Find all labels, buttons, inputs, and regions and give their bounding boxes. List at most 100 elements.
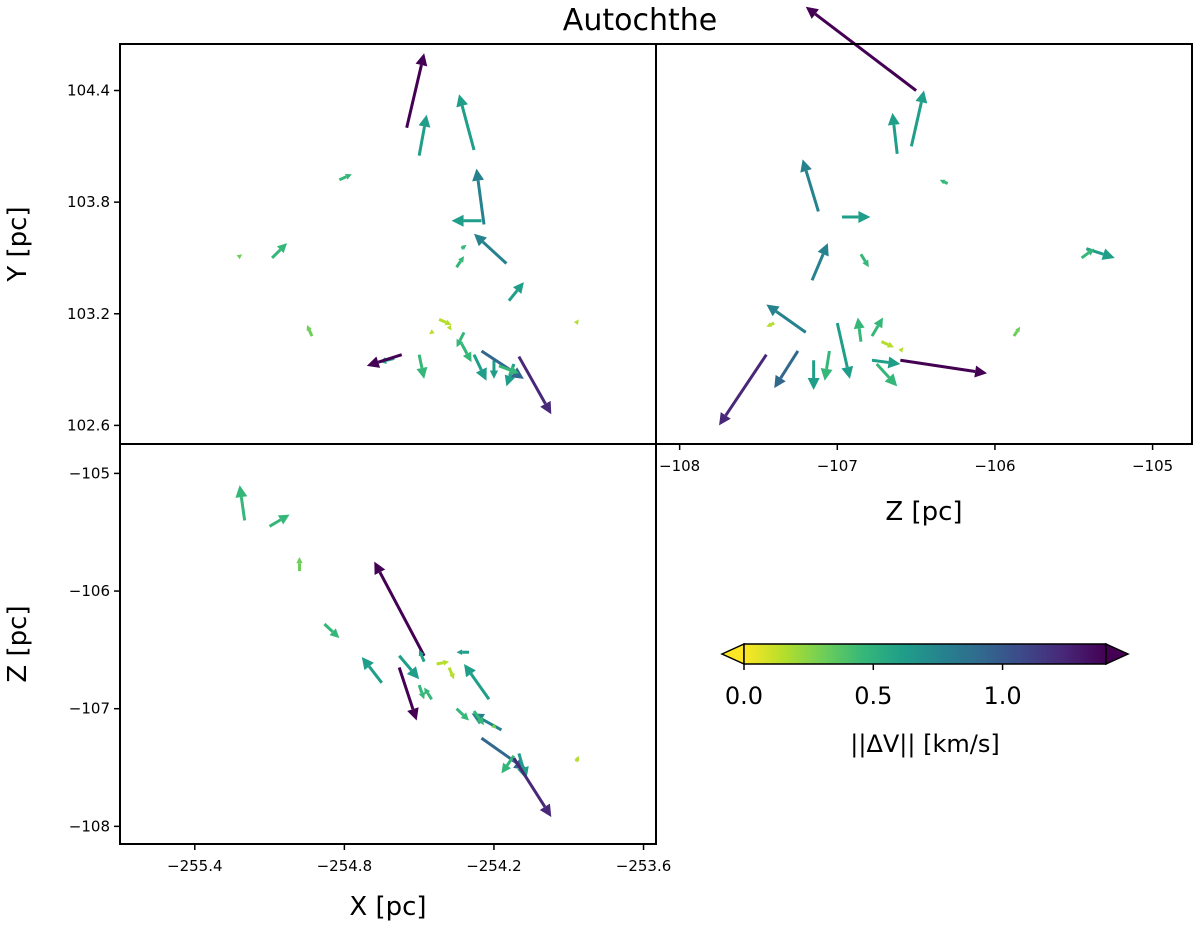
ytick-label-xy-3: 104.4 — [67, 82, 110, 100]
xtick-label-xz-1: −254.8 — [317, 857, 373, 875]
ytick-label-xz-2: −107 — [69, 700, 110, 718]
arrow-zy-13 — [853, 317, 865, 342]
arrow-zy-12 — [870, 317, 884, 337]
arrow-zy-7 — [859, 253, 869, 268]
arrow-xy-15 — [446, 324, 452, 331]
arrow-xy-22 — [517, 355, 552, 415]
arrow-xz-9 — [464, 664, 491, 701]
arrow-xz-4 — [374, 561, 426, 657]
colorbar-ticks: 0.0 0.5 1.0 — [725, 664, 1022, 710]
arrow-zy-0 — [805, 6, 918, 92]
arrow-xy-4 — [451, 214, 482, 227]
arrow-xy-7 — [338, 173, 352, 182]
arrow-zy-5 — [842, 211, 871, 224]
xtick-label-zy-3: −105 — [1132, 457, 1173, 475]
ticks-xy: 102.6 103.2 103.8 104.4 — [67, 82, 120, 434]
arrow-xz-14 — [397, 667, 419, 721]
arrow-xy-13 — [456, 331, 466, 348]
xtick-label-zy-1: −107 — [817, 457, 858, 475]
chart-title: Autochthe — [563, 3, 717, 38]
colorbar-gradient — [743, 643, 1107, 665]
arrow-zy-18 — [835, 322, 854, 379]
arrows-zy — [719, 6, 1115, 426]
arrow-xz-23 — [574, 755, 580, 763]
arrow-xy-0 — [405, 53, 428, 129]
colorbar: 0.0 0.5 1.0 ||ΔV|| [km/s] — [720, 642, 1130, 758]
arrow-zy-10 — [766, 304, 807, 334]
arrow-zy-14 — [880, 340, 895, 348]
frame-xy — [119, 43, 657, 445]
arrow-xy-2 — [456, 94, 476, 151]
arrow-xy-3 — [472, 168, 486, 225]
panel-xy: 102.6 103.2 103.8 104.4 — [67, 43, 657, 445]
arrow-zy-19 — [807, 360, 820, 391]
arrow-xy-19 — [480, 349, 524, 379]
arrow-zy-23 — [875, 362, 898, 387]
arrow-xy-1 — [417, 114, 431, 156]
arrow-xz-21 — [512, 757, 552, 817]
arrow-xz-11 — [417, 684, 426, 700]
arrow-zy-2 — [887, 112, 900, 154]
frame-zy — [655, 43, 1193, 445]
colorbar-tick-label-0: 0.0 — [725, 682, 763, 710]
ytick-label-xz-3: −108 — [69, 817, 110, 835]
ticks-xz: −255.4 −254.8 −254.2 −253.6 −105 −106 −107 −108 — [69, 464, 671, 875]
arrow-zy-24 — [900, 358, 988, 378]
arrow-zy-21 — [719, 353, 768, 426]
arrow-zy-9 — [1080, 248, 1095, 260]
arrow-xy-8 — [271, 243, 288, 260]
arrows-xy — [236, 53, 579, 415]
arrow-xz-8 — [456, 649, 470, 656]
xtick-label-xz-3: −253.6 — [616, 857, 672, 875]
arrow-zy-20 — [774, 350, 800, 389]
arrow-xz-15 — [361, 656, 383, 684]
ytick-label-xy-1: 103.2 — [67, 305, 110, 323]
arrow-zy-22 — [871, 356, 901, 369]
arrow-xz-20 — [501, 754, 516, 774]
ytick-label-xy-2: 103.8 — [67, 193, 110, 211]
ytick-label-xy-0: 102.6 — [67, 416, 110, 434]
panel-zy: −108 −107 −106 −105 — [655, 6, 1193, 475]
arrows-xz — [235, 485, 580, 817]
arrow-xz-16 — [455, 707, 470, 721]
arrow-zy-17 — [820, 350, 833, 381]
arrow-xy-14 — [438, 317, 452, 326]
arrow-xz-2 — [296, 556, 303, 572]
ytick-label-xz-0: −105 — [69, 464, 110, 482]
arrow-xy-6 — [507, 282, 524, 302]
arrow-xz-6 — [436, 659, 450, 666]
ylabel-xz: Z [pc] — [3, 605, 33, 682]
ylabel-xy: Y [pc] — [3, 206, 33, 282]
arrow-xy-25 — [366, 353, 403, 368]
arrow-xy-23 — [416, 354, 428, 379]
arrow-zy-1 — [909, 90, 928, 147]
ticks-zy: −108 −107 −106 −105 — [659, 444, 1173, 475]
arrow-xz-7 — [447, 666, 455, 680]
arrow-xz-12 — [424, 687, 433, 701]
arrow-zy-15 — [766, 321, 775, 327]
arrow-xy-5 — [474, 233, 508, 265]
arrow-xy-12 — [460, 244, 467, 250]
frame-xz — [119, 443, 657, 845]
arrow-xy-21 — [498, 364, 519, 375]
arrow-xy-18 — [489, 360, 499, 379]
colorbar-tick-label-2: 1.0 — [983, 682, 1021, 710]
arrow-zy-16 — [898, 347, 904, 353]
arrow-xz-17 — [472, 710, 484, 726]
arrow-xy-17 — [472, 354, 487, 381]
xtick-label-zy-0: −108 — [659, 457, 700, 475]
colorbar-extend-low — [720, 642, 745, 666]
arrow-xy-26 — [573, 319, 579, 325]
panel-xz: −255.4 −254.8 −254.2 −253.6 −105 −106 −107 −108 — [69, 443, 671, 875]
arrow-zy-3 — [939, 179, 949, 185]
arrow-xy-9 — [306, 324, 314, 337]
arrow-xz-22 — [491, 723, 497, 729]
xlabel-xz: X [pc] — [349, 892, 426, 922]
colorbar-tick-label-1: 0.5 — [854, 682, 892, 710]
arrow-xy-10 — [236, 254, 243, 260]
xtick-label-xz-0: −255.4 — [167, 857, 223, 875]
arrow-xy-11 — [455, 256, 465, 269]
arrow-zy-6 — [810, 243, 829, 281]
xtick-label-zy-2: −106 — [974, 457, 1015, 475]
